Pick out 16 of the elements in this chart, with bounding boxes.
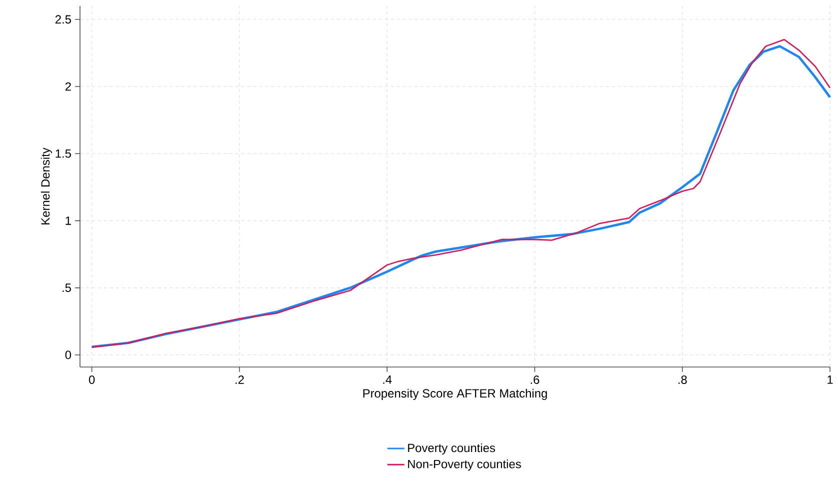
x-axis-title: Propensity Score AFTER Matching: [363, 388, 547, 400]
y-tick-label: 2: [65, 82, 71, 91]
y-tick-label: 0: [65, 350, 72, 360]
legend-label: Non-Poverty counties: [408, 460, 521, 471]
y-tick-label: 2.5: [55, 15, 71, 24]
legend-label: Poverty counties: [408, 443, 496, 455]
x-tick-label: 1: [828, 376, 833, 384]
y-tick-label: 1: [66, 216, 71, 225]
y-tick-label: .5: [62, 284, 71, 292]
y-tick-label: 1.5: [56, 149, 71, 158]
x-tick-label: 0: [88, 376, 95, 384]
x-tick-label: .8: [678, 376, 687, 384]
x-tick-label: .2: [236, 376, 244, 384]
x-tick-label: .4: [383, 376, 392, 384]
y-axis-title: Kernel Density: [40, 148, 52, 224]
x-tick-label: .6: [530, 376, 540, 384]
